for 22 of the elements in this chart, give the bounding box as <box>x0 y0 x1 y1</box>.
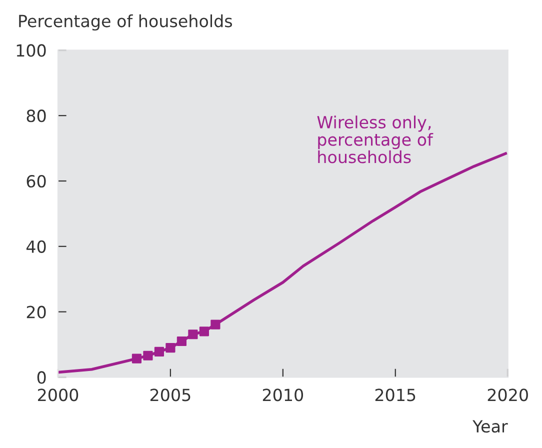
y-tick-label: 100 <box>16 44 46 57</box>
point <box>176 336 187 346</box>
point <box>188 330 198 340</box>
y-axis-title: Percentage of households <box>19 14 232 31</box>
y-tick-label: 0 <box>37 371 46 384</box>
x-tick-label: 2015 <box>375 388 416 402</box>
point <box>210 320 220 330</box>
point <box>143 350 153 360</box>
y-tick-label: 20 <box>26 306 46 318</box>
point <box>166 342 176 353</box>
y-tick-label: 80 <box>26 110 46 122</box>
y-tick-label: 60 <box>26 174 46 188</box>
y-tick-label: 40 <box>26 240 46 253</box>
point <box>132 354 142 364</box>
x-axis-title: Year <box>472 420 508 433</box>
x-tick-label: 2010 <box>262 388 304 402</box>
series-label: Wireless only, percentage of households <box>317 116 434 164</box>
x-tick-label: 2020 <box>488 388 528 402</box>
x-tick-label: 2000 <box>38 388 78 402</box>
point <box>154 346 164 357</box>
point <box>199 326 209 336</box>
x-tick-label: 2005 <box>150 388 190 402</box>
